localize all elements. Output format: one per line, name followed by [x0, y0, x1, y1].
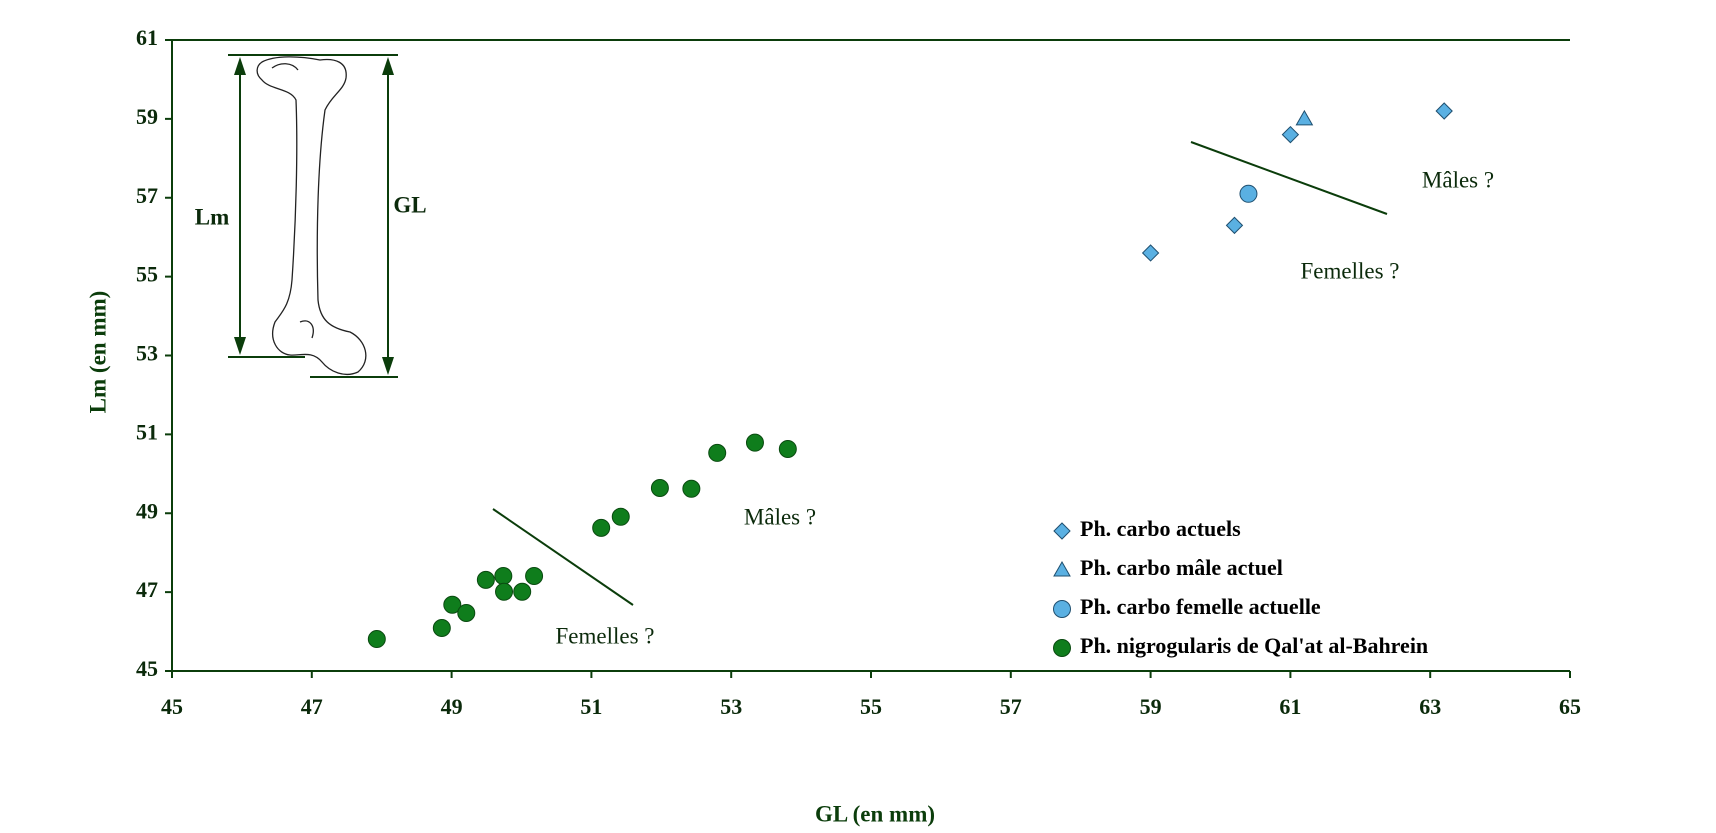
separator-line [492, 508, 634, 606]
x-tick-label: 49 [441, 694, 463, 719]
y-tick-label: 47 [136, 577, 158, 602]
x-tick-label: 47 [301, 694, 323, 719]
point [495, 582, 514, 601]
legend-marker [1053, 560, 1071, 577]
point [525, 566, 544, 585]
y-tick-label: 57 [136, 183, 158, 208]
point [476, 570, 495, 589]
legend-label: Ph. nigrogularis de Qal'at al-Bahrein [1080, 633, 1428, 658]
point [745, 433, 764, 452]
point [592, 518, 611, 537]
point [778, 439, 797, 458]
x-tick-label: 57 [1000, 694, 1022, 719]
y-tick-label: 45 [136, 656, 158, 681]
point [1435, 102, 1453, 120]
y-tick-label: 55 [136, 262, 158, 287]
annotation: Mâles ? [1422, 167, 1494, 192]
x-tick-label: 65 [1559, 694, 1581, 719]
dimension-lines [228, 54, 398, 378]
y-tick-label: 59 [136, 104, 158, 129]
x-tick-label: 51 [580, 694, 602, 719]
legend-label: Ph. carbo femelle actuelle [1080, 594, 1321, 619]
x-axis-title: GL (en mm) [815, 801, 935, 826]
point [650, 479, 669, 498]
point [708, 443, 727, 462]
legend-marker [1053, 639, 1071, 657]
legend-marker [1053, 600, 1071, 618]
annotation: Mâles ? [744, 504, 816, 529]
legend-label: Ph. carbo mâle actuel [1080, 555, 1283, 580]
point [1225, 216, 1244, 235]
point [432, 619, 451, 638]
annotation: Lm [195, 204, 230, 229]
point [513, 582, 532, 601]
annotation: Femelles ? [1301, 258, 1400, 283]
legend-marker [1053, 522, 1071, 540]
x-tick-label: 59 [1140, 694, 1162, 719]
legend-label: Ph. carbo actuels [1080, 516, 1241, 541]
y-tick-label: 61 [136, 25, 158, 50]
point [1239, 184, 1258, 203]
point [443, 595, 462, 614]
point [1281, 125, 1300, 144]
x-tick-label: 53 [720, 694, 742, 719]
annotation: Femelles ? [556, 623, 655, 648]
point [494, 566, 513, 585]
point [367, 630, 386, 649]
point [457, 604, 476, 623]
y-tick-label: 51 [136, 419, 158, 444]
annotation: GL [393, 192, 426, 217]
point [611, 507, 630, 526]
point [1141, 244, 1160, 262]
y-tick-label: 49 [136, 498, 158, 523]
point [1295, 109, 1314, 126]
x-tick-label: 55 [860, 694, 882, 719]
x-tick-label: 63 [1419, 694, 1441, 719]
point [682, 479, 701, 498]
x-tick-label: 61 [1279, 694, 1301, 719]
y-tick-label: 53 [136, 341, 158, 366]
y-axis-title: Lm (en mm) [85, 291, 110, 414]
x-tick-label: 45 [161, 694, 183, 719]
femur-diagram [256, 56, 367, 376]
separator-line [1190, 141, 1388, 215]
